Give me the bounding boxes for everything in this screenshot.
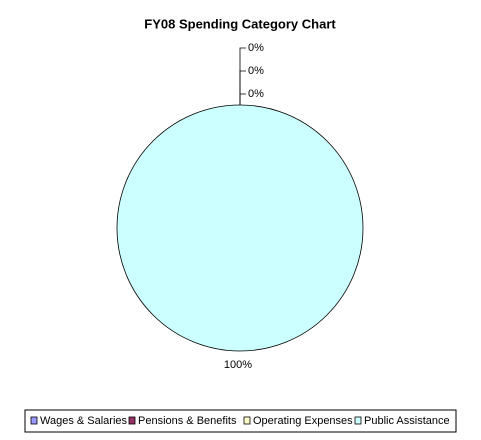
legend-swatch [128,416,136,425]
legend-label: Public Assistance [364,415,450,427]
data-label: 0% [248,42,264,54]
legend-swatch [243,416,251,425]
data-label: 0% [248,65,264,77]
legend-swatch [354,416,362,425]
legend-label: Operating Expenses [253,415,353,427]
legend [24,409,457,433]
legend-label: Wages & Salaries [40,415,128,427]
data-label: 0% [248,88,264,100]
chart-title: FY08 Spending Category Chart [144,16,336,31]
leader-line [239,47,246,105]
data-label: 100% [224,359,252,371]
legend-swatch [30,416,38,425]
legend-label: Pensions & Benefits [138,415,237,427]
pie-slice [116,104,364,352]
